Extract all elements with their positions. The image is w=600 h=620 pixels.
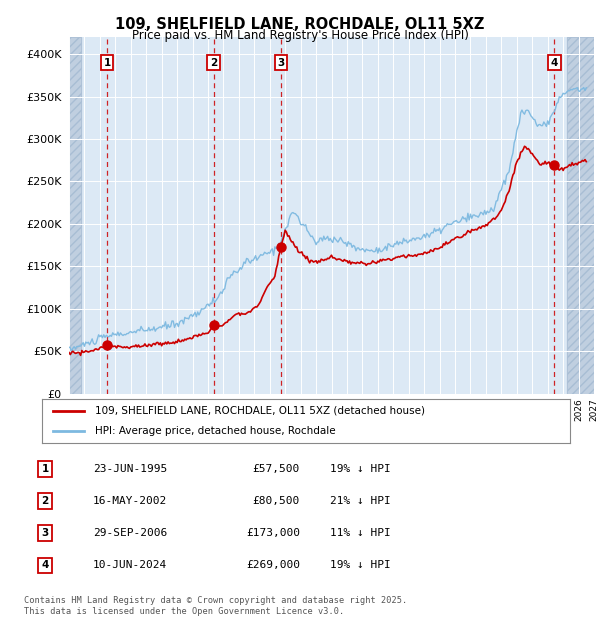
Text: £57,500: £57,500 xyxy=(253,464,300,474)
Text: £80,500: £80,500 xyxy=(253,496,300,506)
Text: £173,000: £173,000 xyxy=(246,528,300,538)
Text: 1: 1 xyxy=(104,58,111,68)
Text: 16-MAY-2002: 16-MAY-2002 xyxy=(93,496,167,506)
Text: 2: 2 xyxy=(210,58,217,68)
Text: £269,000: £269,000 xyxy=(246,560,300,570)
Text: 2: 2 xyxy=(41,496,49,506)
Text: 109, SHELFIELD LANE, ROCHDALE, OL11 5XZ (detached house): 109, SHELFIELD LANE, ROCHDALE, OL11 5XZ … xyxy=(95,405,425,416)
Text: 19% ↓ HPI: 19% ↓ HPI xyxy=(330,560,391,570)
Bar xyxy=(567,37,594,394)
Text: 4: 4 xyxy=(551,58,558,68)
Text: Price paid vs. HM Land Registry's House Price Index (HPI): Price paid vs. HM Land Registry's House … xyxy=(131,29,469,42)
Text: 1: 1 xyxy=(41,464,49,474)
Bar xyxy=(567,37,594,394)
Text: 3: 3 xyxy=(41,528,49,538)
Text: 19% ↓ HPI: 19% ↓ HPI xyxy=(330,464,391,474)
Bar xyxy=(69,37,80,394)
Text: HPI: Average price, detached house, Rochdale: HPI: Average price, detached house, Roch… xyxy=(95,426,335,436)
Text: 29-SEP-2006: 29-SEP-2006 xyxy=(93,528,167,538)
Text: 21% ↓ HPI: 21% ↓ HPI xyxy=(330,496,391,506)
Bar xyxy=(69,37,80,394)
Text: 3: 3 xyxy=(278,58,285,68)
Text: 11% ↓ HPI: 11% ↓ HPI xyxy=(330,528,391,538)
Text: Contains HM Land Registry data © Crown copyright and database right 2025.
This d: Contains HM Land Registry data © Crown c… xyxy=(24,596,407,616)
Text: 23-JUN-1995: 23-JUN-1995 xyxy=(93,464,167,474)
Text: 10-JUN-2024: 10-JUN-2024 xyxy=(93,560,167,570)
Text: 4: 4 xyxy=(41,560,49,570)
Text: 109, SHELFIELD LANE, ROCHDALE, OL11 5XZ: 109, SHELFIELD LANE, ROCHDALE, OL11 5XZ xyxy=(115,17,485,32)
